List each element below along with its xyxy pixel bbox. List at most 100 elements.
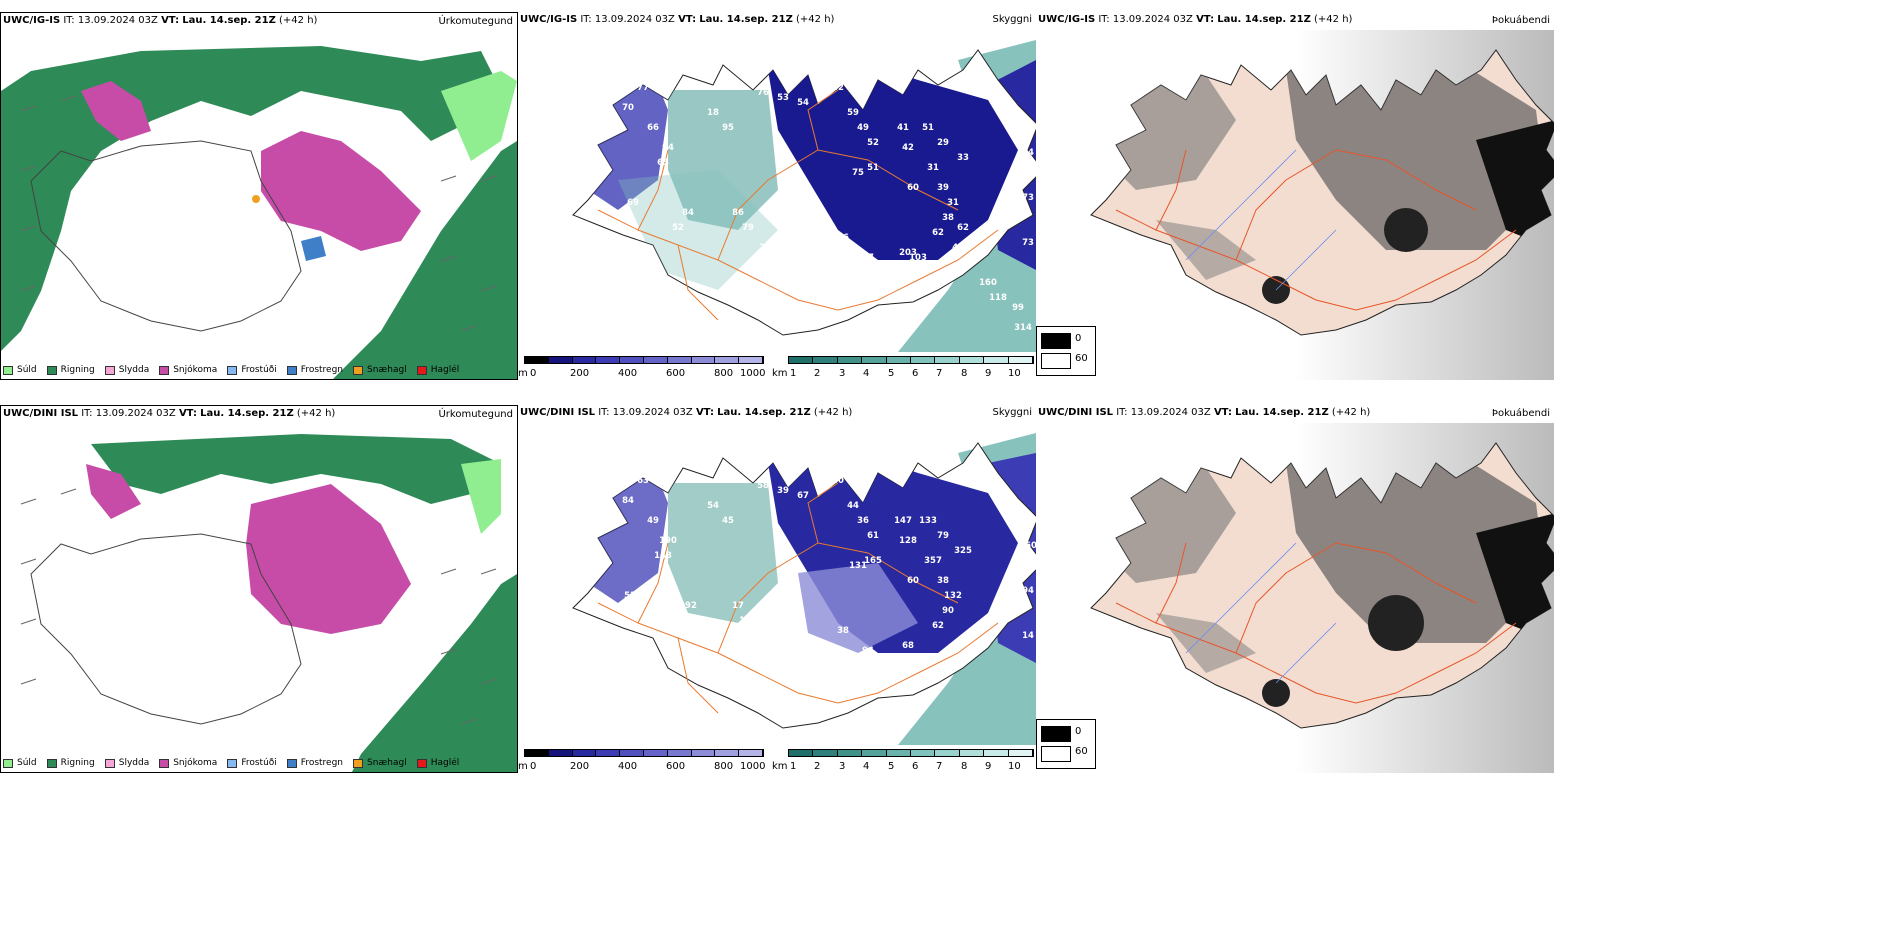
- fog-map: [1036, 423, 1554, 773]
- legend-swatch: [353, 758, 364, 768]
- scale-tick: 5: [888, 368, 895, 379]
- scale-tick: 7: [936, 761, 943, 772]
- visibility-value: 31: [927, 163, 939, 173]
- visibility-panel-row1: UWC/IG-IS IT: 13.09.2024 03Z VT: Lau. 14…: [518, 12, 1036, 380]
- visibility-value: 29: [937, 138, 949, 148]
- visibility-value: 68: [902, 641, 914, 651]
- scale-tick: 200: [570, 761, 590, 772]
- visibility-value: 314: [1014, 323, 1032, 333]
- field-name: Skyggni: [992, 14, 1032, 25]
- visibility-value: 38: [937, 576, 949, 586]
- precip-legend: Súld Rigning Slydda Snjókoma Frostúði Fr…: [3, 758, 459, 768]
- field-name: Úrkomutegund: [438, 409, 513, 420]
- visibility-value: 74: [1022, 148, 1034, 158]
- panel-title: UWC/DINI ISL IT: 13.09.2024 03Z VT: Lau.…: [1038, 407, 1371, 418]
- precip-panel-row2: UWC/DINI ISL IT: 13.09.2024 03Z VT: Lau.…: [0, 405, 518, 773]
- precip-map: [1, 31, 517, 379]
- visibility-value: 118: [849, 273, 867, 283]
- visibility-value: 17: [732, 601, 744, 611]
- visibility-value: 86: [732, 208, 744, 218]
- visibility-value: 41: [952, 243, 964, 253]
- visibility-value: 250: [1009, 511, 1027, 521]
- visibility-panel-row2: UWC/DINI ISL IT: 13.09.2024 03Z VT: Lau.…: [518, 405, 1036, 773]
- scale-tick: 1: [790, 761, 797, 772]
- fog-label-60: 60: [1075, 353, 1088, 364]
- visibility-value: 325: [954, 546, 972, 556]
- visibility-value: 51: [922, 123, 934, 133]
- visibility-value: 36: [857, 516, 869, 526]
- visibility-value: 51: [867, 163, 879, 173]
- legend-swatch: [104, 365, 115, 375]
- scale-tick: 3: [839, 761, 846, 772]
- scale-bar: [788, 356, 1034, 364]
- fog-swatch-60: [1041, 353, 1071, 369]
- visibility-value: 67: [797, 491, 809, 501]
- legend-item: Frostregn: [286, 365, 343, 375]
- visibility-value: 84: [622, 68, 634, 78]
- visibility-value: 192: [679, 601, 697, 611]
- visibility-value: 532: [624, 591, 642, 601]
- scale-tick: 5: [888, 761, 895, 772]
- visibility-value: 128: [899, 536, 917, 546]
- visibility-value: 62: [957, 223, 969, 233]
- visibility-value: 83: [672, 616, 684, 626]
- visibility-value: 31: [947, 198, 959, 208]
- legend-swatch: [3, 758, 13, 768]
- scale-tick: 600: [666, 761, 686, 772]
- scale-tick: 7: [936, 368, 943, 379]
- visibility-value: 74: [777, 343, 789, 352]
- scale-tick: 4: [863, 761, 870, 772]
- legend-item: Rigning: [46, 758, 95, 768]
- visibility-value: 45: [722, 516, 734, 526]
- panel-title: UWC/IG-IS IT: 13.09.2024 03Z VT: Lau. 14…: [3, 15, 318, 26]
- visibility-value: 118: [989, 293, 1007, 303]
- legend-item: Snjókoma: [159, 758, 217, 768]
- fog-label-0: 0: [1075, 726, 1082, 737]
- visibility-value: 69: [627, 198, 639, 208]
- visibility-value: 66: [647, 123, 659, 133]
- fog-swatch-60: [1041, 746, 1071, 762]
- visibility-value: 75: [852, 168, 864, 178]
- visibility-value: 54: [707, 501, 719, 511]
- visibility-value: 90: [942, 606, 954, 616]
- scale-unit: m: [518, 368, 528, 379]
- scale-tick: 8: [961, 761, 968, 772]
- scale-tick: 1000: [740, 368, 766, 379]
- visibility-value: 70: [622, 103, 634, 113]
- visibility-value: 76: [757, 88, 769, 98]
- scale-unit: km: [772, 761, 788, 772]
- visibility-value: 357: [924, 556, 942, 566]
- visibility-value: 79: [1027, 168, 1036, 178]
- visibility-value: 34: [837, 471, 849, 481]
- visibility-value: 95: [722, 123, 734, 133]
- scale-tick: 1000: [740, 761, 766, 772]
- visibility-value: 49: [647, 516, 659, 526]
- visibility-value: 160: [979, 278, 997, 288]
- legend-item: Slydda: [104, 758, 149, 768]
- legend-swatch: [286, 365, 297, 375]
- visibility-value: 79: [937, 531, 949, 541]
- visibility-value: 50: [837, 78, 849, 88]
- panel-title: UWC/IG-IS IT: 13.09.2024 03Z VT: Lau. 14…: [1038, 14, 1353, 25]
- scale-tick: 2: [814, 368, 821, 379]
- legend-item: Frostúði: [227, 758, 277, 768]
- legend-item: Snjókoma: [159, 365, 217, 375]
- panel-title: UWC/DINI ISL IT: 13.09.2024 03Z VT: Lau.…: [3, 408, 336, 419]
- scale-tick: 800: [714, 368, 734, 379]
- scale-tick: 10: [1008, 368, 1021, 379]
- scale-tick: 200: [570, 368, 590, 379]
- fog-map: [1036, 30, 1554, 380]
- visibility-value: 94: [862, 646, 874, 656]
- visibility-value: 165: [864, 556, 882, 566]
- visibility-value: 99: [1012, 303, 1024, 313]
- scale-tick: 9: [985, 761, 992, 772]
- visibility-value: 79: [742, 223, 754, 233]
- fog-legend: 0 60: [1036, 719, 1096, 769]
- visibility-value: 52: [672, 223, 684, 233]
- fog-label-0: 0: [1075, 333, 1082, 344]
- scale-tick: 1: [790, 368, 797, 379]
- visibility-value: 63: [637, 476, 649, 486]
- visibility-value: 40: [832, 476, 844, 486]
- visibility-value: 73: [1022, 238, 1034, 248]
